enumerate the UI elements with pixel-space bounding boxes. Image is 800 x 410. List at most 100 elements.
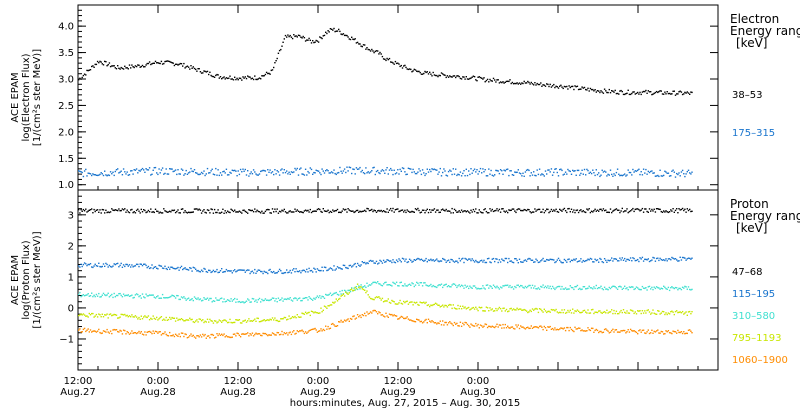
data-point — [538, 261, 541, 263]
data-point — [416, 172, 418, 175]
data-point — [263, 270, 265, 273]
data-point — [569, 326, 571, 329]
data-point — [434, 286, 437, 288]
data-point — [399, 316, 401, 319]
data-point — [393, 169, 395, 171]
data-point — [577, 88, 580, 91]
data-point — [378, 296, 380, 298]
data-point — [534, 82, 536, 84]
data-point — [573, 288, 575, 291]
data-point — [326, 307, 328, 309]
data-point — [620, 210, 622, 212]
data-point — [549, 325, 551, 328]
data-point — [426, 284, 428, 287]
data-point — [459, 171, 462, 173]
data-point — [577, 327, 580, 329]
data-point — [488, 212, 490, 214]
data-point — [509, 327, 511, 329]
data-point — [546, 258, 548, 261]
data-point — [315, 210, 317, 212]
data-point — [612, 285, 614, 287]
data-point — [535, 326, 537, 328]
data-point — [379, 297, 381, 299]
data-point — [439, 211, 441, 213]
data-point — [203, 170, 205, 172]
data-point — [407, 284, 410, 286]
data-point — [478, 170, 480, 173]
data-point — [587, 327, 589, 329]
data-point — [221, 174, 223, 176]
data-point — [472, 285, 475, 287]
data-point — [514, 171, 516, 173]
data-point — [691, 171, 693, 173]
data-point — [462, 76, 464, 78]
data-point — [479, 324, 482, 326]
data-point — [674, 310, 677, 313]
data-point — [390, 314, 392, 316]
data-point — [473, 325, 476, 327]
legend-title-line: [keV] — [736, 36, 767, 50]
data-point — [530, 172, 532, 174]
data-point — [179, 173, 181, 175]
data-point — [294, 297, 296, 299]
data-point — [92, 312, 94, 315]
data-point — [577, 310, 580, 312]
data-point — [473, 76, 476, 78]
data-point — [593, 312, 595, 315]
data-point — [645, 89, 647, 92]
data-point — [130, 295, 132, 297]
data-point — [196, 70, 198, 72]
data-point — [117, 262, 119, 265]
data-point — [388, 169, 391, 171]
data-point — [94, 210, 96, 213]
data-point — [327, 170, 329, 172]
data-point — [386, 167, 388, 169]
data-point — [624, 329, 626, 332]
data-point — [98, 211, 100, 213]
data-point — [196, 319, 198, 321]
data-point — [446, 175, 449, 177]
data-point — [293, 330, 295, 332]
data-point — [127, 174, 129, 176]
data-point — [151, 332, 153, 335]
data-point — [477, 261, 479, 264]
data-point — [625, 287, 627, 290]
data-point — [686, 258, 688, 260]
data-point — [588, 259, 590, 261]
data-point — [95, 209, 98, 211]
data-point — [94, 63, 96, 66]
data-point — [632, 286, 634, 288]
data-point — [150, 267, 152, 269]
data-point — [420, 73, 423, 75]
data-point — [534, 208, 536, 210]
data-point — [217, 321, 219, 323]
data-point — [310, 42, 313, 44]
data-point — [382, 58, 385, 60]
data-point — [553, 287, 555, 289]
data-point — [514, 285, 516, 288]
data-point — [573, 170, 575, 172]
data-point — [521, 82, 523, 84]
data-point — [451, 307, 453, 310]
data-point — [150, 174, 152, 176]
legend-entry-0: 38–53 — [732, 90, 762, 101]
data-point — [481, 306, 483, 309]
data-point — [468, 287, 470, 290]
data-point — [307, 39, 309, 41]
data-point — [445, 304, 447, 307]
data-point — [683, 256, 685, 259]
data-point — [646, 289, 648, 291]
data-point — [573, 88, 575, 91]
data-point — [296, 209, 298, 211]
data-point — [463, 210, 465, 212]
data-point — [170, 168, 172, 170]
data-point — [404, 283, 406, 285]
data-point — [542, 328, 544, 331]
data-point — [581, 169, 583, 171]
data-point — [689, 172, 691, 174]
data-point — [87, 263, 89, 266]
data-point — [637, 258, 639, 261]
data-point — [314, 210, 316, 212]
data-point — [417, 282, 419, 284]
data-point — [121, 296, 124, 298]
